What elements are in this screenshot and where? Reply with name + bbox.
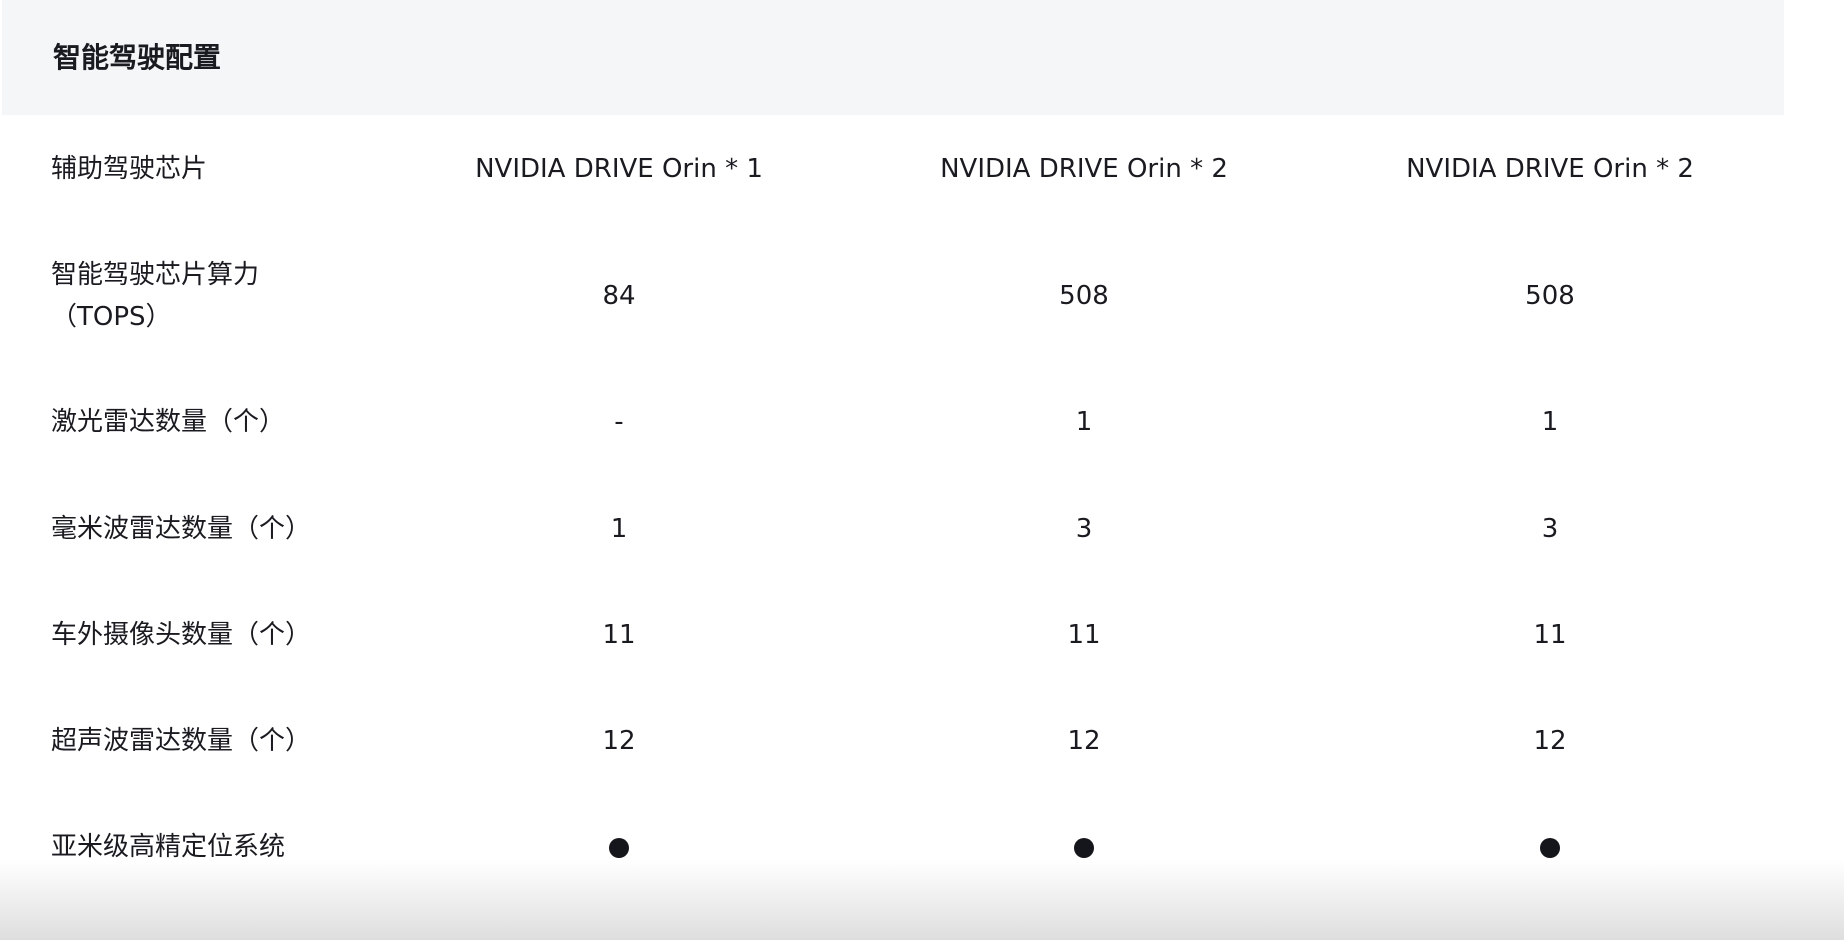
row-value: 11 bbox=[1067, 620, 1101, 650]
row-value: 508 bbox=[1525, 281, 1575, 311]
row-label: 超声波雷达数量（个） bbox=[51, 726, 312, 756]
row-label: 亚米级高精定位系统 bbox=[51, 832, 286, 862]
row-value: 1 bbox=[610, 514, 628, 544]
standard-dot-icon bbox=[609, 829, 629, 865]
row-value: 3 bbox=[1541, 514, 1559, 544]
row-value: 3 bbox=[1075, 514, 1093, 544]
row-value: 508 bbox=[1059, 281, 1109, 311]
row-value: 11 bbox=[602, 620, 636, 650]
row-value: NVIDIA DRIVE Orin * 1 bbox=[475, 154, 763, 184]
row-value: 84 bbox=[602, 281, 636, 311]
bottom-fade-overlay bbox=[0, 860, 1844, 940]
standard-dot-icon bbox=[1074, 829, 1094, 865]
standard-dot-icon bbox=[1540, 829, 1560, 865]
row-value: NVIDIA DRIVE Orin * 2 bbox=[1406, 154, 1694, 184]
row-value: 1 bbox=[1541, 407, 1559, 437]
row-label: 智能驾驶芯片算力（TOPS） bbox=[51, 260, 260, 332]
row-label: 激光雷达数量（个） bbox=[51, 407, 286, 437]
section-header: 智能驾驶配置 bbox=[2, 0, 1784, 115]
row-value: - bbox=[614, 407, 624, 437]
row-value: 12 bbox=[1533, 726, 1567, 756]
row-label: 辅助驾驶芯片 bbox=[51, 154, 208, 184]
row-label: 毫米波雷达数量（个） bbox=[51, 514, 312, 544]
row-value: 1 bbox=[1075, 407, 1093, 437]
row-value: 11 bbox=[1533, 620, 1567, 650]
row-label: 车外摄像头数量（个） bbox=[51, 620, 312, 650]
row-value: NVIDIA DRIVE Orin * 2 bbox=[940, 154, 1228, 184]
row-value: 12 bbox=[602, 726, 636, 756]
row-value: 12 bbox=[1067, 726, 1101, 756]
section-title: 智能驾驶配置 bbox=[53, 41, 222, 74]
